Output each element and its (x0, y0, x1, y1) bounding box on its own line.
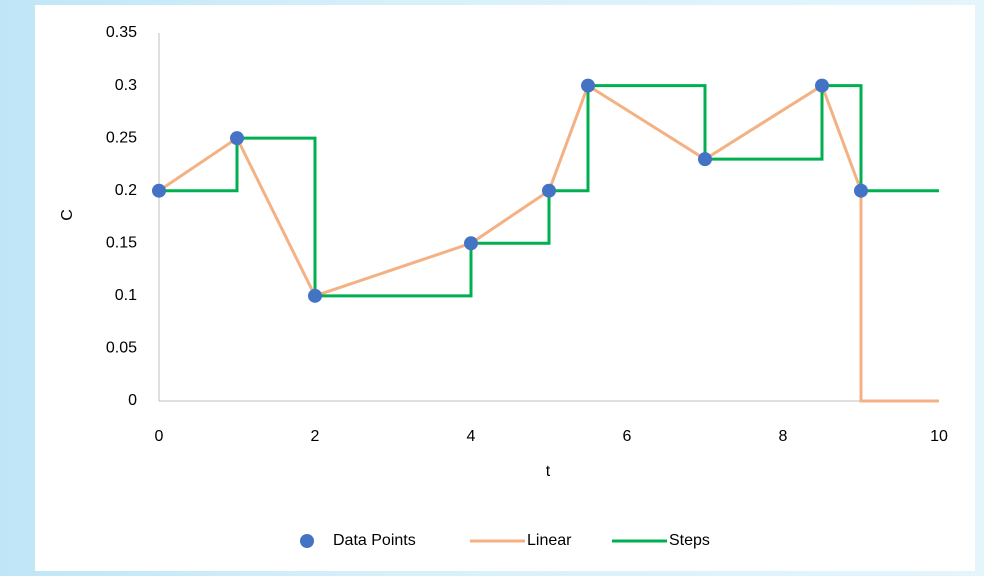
data-point (542, 183, 556, 198)
data-point (815, 78, 829, 93)
data-point (854, 183, 868, 198)
x-tick-label: 10 (930, 428, 948, 445)
legend-label: Steps (669, 532, 710, 549)
x-tick-label: 0 (155, 428, 164, 445)
data-point (152, 183, 166, 198)
y-tick-label: 0.35 (106, 24, 137, 41)
y-tick-label: 0.25 (106, 129, 137, 146)
data-point (581, 78, 595, 93)
data-point (698, 152, 712, 167)
data-point (230, 131, 244, 146)
y-tick-label: 0 (128, 392, 137, 409)
y-tick-label: 0.15 (106, 235, 137, 252)
legend-label: Data Points (333, 532, 416, 549)
x-tick-label: 2 (311, 428, 320, 445)
x-tick-label: 8 (779, 428, 788, 445)
data-point (308, 288, 322, 303)
y-axis-title: C (59, 209, 76, 221)
x-tick-label: 6 (623, 428, 632, 445)
legend-label: Linear (527, 532, 572, 549)
y-tick-label: 0.1 (115, 287, 137, 304)
x-tick-label: 4 (467, 428, 476, 445)
legend-marker (300, 534, 314, 548)
y-tick-label: 0.2 (115, 182, 137, 199)
x-axis-title: t (546, 463, 551, 480)
y-tick-label: 0.3 (115, 77, 137, 94)
chart-panel (35, 5, 975, 571)
data-point (464, 236, 478, 251)
y-tick-label: 0.05 (106, 340, 137, 357)
